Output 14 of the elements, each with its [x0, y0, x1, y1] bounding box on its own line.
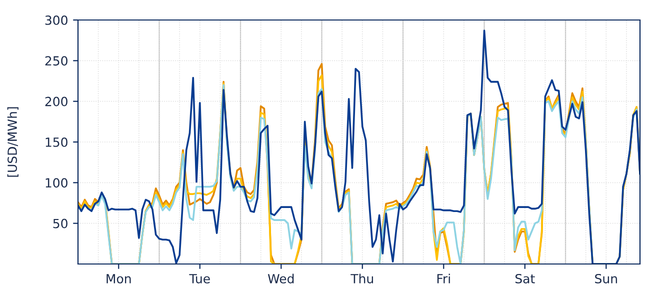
- y-axis-title: [USD/MWh]: [7, 107, 18, 177]
- x-tick-label: Mon: [106, 274, 131, 284]
- x-tick-label: Wed: [268, 274, 294, 284]
- x-tick-label: Sat: [515, 274, 535, 284]
- x-tick-label: Sun: [595, 274, 617, 284]
- x-tick-label: Tue: [189, 274, 210, 284]
- y-tick-label: 250: [45, 56, 68, 66]
- y-tick-label: 100: [46, 178, 68, 188]
- y-tick-label: 50: [53, 218, 68, 228]
- y-tick-label: 150: [46, 137, 68, 147]
- y-tick-label: 200: [45, 96, 68, 106]
- y-tick-label: 300: [45, 15, 68, 25]
- x-tick-label: Thu: [350, 274, 373, 284]
- x-tick-label: Fri: [437, 274, 450, 284]
